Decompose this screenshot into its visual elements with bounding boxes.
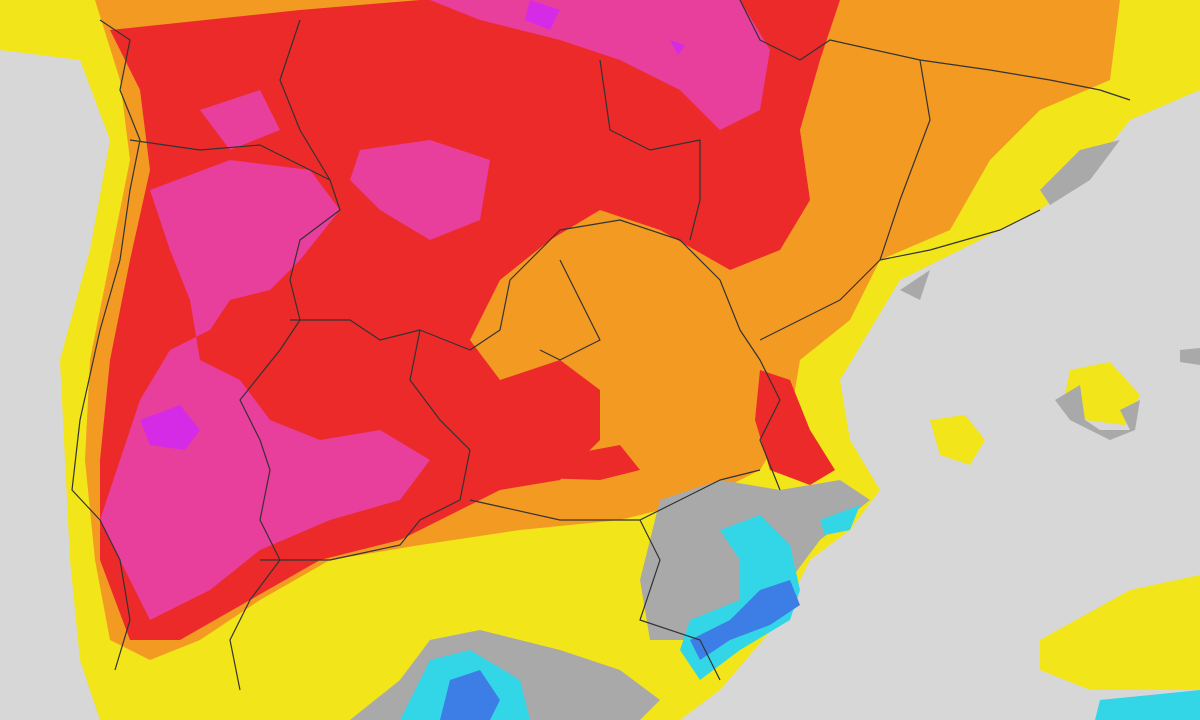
zone-red-east [540,370,835,485]
border [71,19,141,671]
border [279,19,781,491]
zone-magenta [100,160,430,620]
zone-blue [440,580,800,720]
zone-yellow-balearic [0,0,1200,690]
zone-magenta-north [200,0,770,240]
border [260,329,761,561]
border [129,139,341,691]
border [639,59,1131,681]
border [539,0,931,361]
